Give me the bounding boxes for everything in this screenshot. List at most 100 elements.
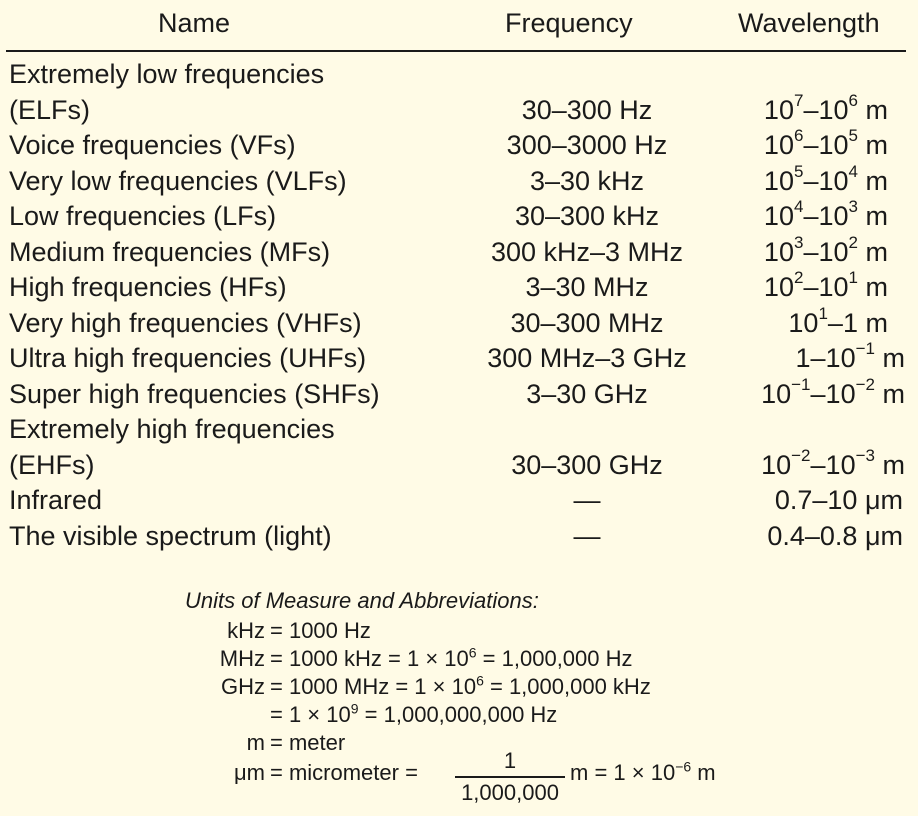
- wavelength-exp: −1: [855, 339, 875, 358]
- unit-definition: = 1000 kHz = 1 × 106 = 1,000,000 Hz: [270, 646, 633, 672]
- wavelength-exp: 5: [793, 161, 804, 181]
- wavelength-exp: 5: [848, 126, 858, 145]
- wavelength-exp: 4: [793, 197, 804, 216]
- micrometer-fraction: 1 1,000,000: [455, 748, 565, 806]
- header-divider: [6, 50, 906, 52]
- row-name: High frequencies (HFs): [9, 272, 287, 302]
- unit-def-exp: 6: [476, 672, 484, 689]
- units-title: Units of Measure and Abbreviations:: [185, 588, 539, 613]
- wavelength-exp: 1: [848, 268, 858, 287]
- unit-def-exp: 9: [350, 700, 359, 717]
- row-frequency: —: [573, 520, 601, 551]
- row-wavelength: 105–104 m: [588, 161, 889, 197]
- wavelength-base: 10: [763, 201, 794, 231]
- wavelength-base: 10: [761, 449, 792, 480]
- wavelength-unit: m: [865, 307, 889, 338]
- wavelength-exp: 2: [848, 232, 858, 252]
- wavelength-sep: –: [803, 130, 819, 160]
- row-name: Super high frequencies (SHFs): [9, 378, 380, 409]
- row-name: Ultra high frequencies (UHFs): [9, 343, 367, 373]
- wavelength-exp: 7: [793, 90, 804, 110]
- wavelength-sep: –: [827, 307, 843, 338]
- row-name: The visible spectrum (light): [9, 520, 332, 551]
- wavelength-exp: 6: [848, 90, 858, 110]
- unit-symbol: MHz: [219, 646, 265, 671]
- unit-definition: = 1 × 109 = 1,000,000,000 Hz: [270, 702, 557, 728]
- wavelength-base: 10: [763, 272, 794, 302]
- fraction-tail-exp: −6: [675, 758, 692, 775]
- wavelength-base: 10: [763, 94, 794, 125]
- wavelength-unit: m: [882, 343, 906, 373]
- unit-symbol: GHz: [221, 674, 265, 699]
- wavelength-exp: −1: [791, 374, 811, 394]
- header-wavelength: Wavelength: [738, 8, 880, 38]
- wavelength-sep: –: [803, 201, 819, 231]
- row-frequency: 30–300 GHz: [511, 449, 663, 480]
- micrometer-fraction-tail: m = 1 × 10−6 m: [570, 760, 716, 786]
- row-wavelength: 107–106 m: [588, 90, 888, 126]
- wavelength-base: 10: [763, 165, 794, 196]
- wavelength-base: 10: [818, 94, 849, 125]
- unit-symbol: μm: [233, 760, 265, 785]
- wavelength-exp: 1: [818, 303, 828, 323]
- fraction-bar: [455, 776, 565, 778]
- wavelength-sep: –: [810, 343, 826, 373]
- wavelength-base: 10: [761, 378, 792, 409]
- wavelength-exp: −3: [855, 445, 875, 465]
- unit-symbol: kHz: [227, 618, 265, 643]
- row-name: (ELFs): [9, 94, 90, 125]
- unit-def-exp: 6: [468, 644, 477, 661]
- unit-def-post: = 1,000,000 Hz: [476, 646, 633, 671]
- row-frequency: —: [573, 485, 601, 515]
- wavelength-unit: m: [882, 449, 906, 480]
- wavelength-exp: −2: [855, 374, 875, 394]
- wavelength-sep: –: [803, 272, 819, 302]
- wavelength-unit: m: [882, 378, 906, 409]
- unit-def-post: = 1,000,000,000 Hz: [358, 702, 558, 727]
- row-frequency: 300 MHz–3 GHz: [487, 343, 687, 373]
- row-frequency: 3–30 GHz: [526, 378, 648, 409]
- row-name: Infrared: [9, 485, 103, 515]
- row-wavelength: 0.7–10 μm: [774, 485, 903, 515]
- row-name: Very high frequencies (VHFs): [9, 307, 362, 338]
- row-frequency: 3–30 MHz: [525, 272, 649, 302]
- unit-definition: = micrometer =: [270, 760, 418, 785]
- wavelength-unit: m: [865, 236, 889, 267]
- unit-def-pre: = 1 × 10: [270, 702, 351, 727]
- wavelength-exp: −2: [791, 445, 811, 465]
- row-wavelength: 104–103 m: [588, 197, 889, 232]
- row-wavelength: 10−1–10−2 m: [605, 374, 906, 410]
- wavelength-base: 10: [763, 130, 794, 160]
- row-name: (EHFs): [9, 449, 95, 480]
- wavelength-sep: –: [810, 449, 826, 480]
- row-frequency: 30–300 kHz: [514, 201, 660, 231]
- unit-def-post: = 1,000,000 kHz: [483, 674, 651, 699]
- wavelength-base: 10: [825, 343, 856, 373]
- wavelength-sep: –: [810, 378, 826, 409]
- wavelength-base: 10: [818, 130, 849, 160]
- row-wavelength: 1–10−1 m: [605, 339, 906, 374]
- fraction-numerator: 1: [503, 748, 517, 773]
- fraction-tail-pre: m = 1 × 10: [570, 760, 676, 785]
- row-name: Extremely low frequencies: [9, 59, 325, 89]
- row-name: Medium frequencies (MFs): [9, 236, 331, 267]
- row-frequency: 3–30 kHz: [529, 165, 645, 196]
- wavelength-base: 10: [818, 201, 849, 231]
- wavelength-unit: m: [865, 272, 889, 302]
- wavelength-sep: –: [803, 236, 819, 267]
- header-name: Name: [158, 8, 231, 38]
- unit-definition: = 1000 MHz = 1 × 106 = 1,000,000 kHz: [270, 674, 651, 700]
- wavelength-unit: m: [865, 165, 889, 196]
- unit-definition: = meter: [270, 730, 346, 755]
- row-frequency: 30–300 MHz: [510, 307, 664, 338]
- row-name: Very low frequencies (VLFs): [9, 165, 347, 196]
- row-wavelength: 102–101 m: [588, 268, 889, 303]
- wavelength-base: 10: [825, 378, 856, 409]
- wavelength-base: 1: [842, 307, 858, 338]
- wavelength-unit: m: [865, 201, 889, 231]
- unit-definition: = 1000 Hz: [270, 618, 371, 643]
- wavelength-base: 10: [825, 449, 856, 480]
- wavelength-base: 1: [795, 343, 811, 373]
- unit-def-pre: = 1000 kHz = 1 × 10: [270, 646, 469, 671]
